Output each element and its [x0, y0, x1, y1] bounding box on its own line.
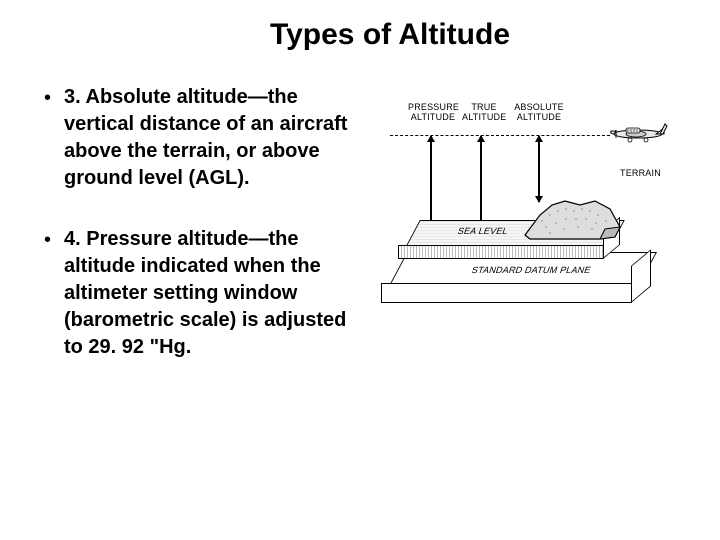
bullet-item: • 3. Absolute altitude—the vertical dist… — [44, 84, 370, 192]
bullet-text: 3. Absolute altitude—the vertical distan… — [64, 84, 370, 192]
bullet-item: • 4. Pressure altitude—the altitude indi… — [44, 226, 370, 361]
label-true-altitude: TRUE ALTITUDE — [462, 102, 506, 122]
bullet-dot-icon: • — [44, 226, 64, 361]
label-pressure-altitude: PRESSURE ALTITUDE — [408, 102, 458, 122]
label-terrain: TERRAIN — [620, 168, 661, 178]
terrain-wedge — [520, 187, 620, 237]
content-row: • 3. Absolute altitude—the vertical dist… — [40, 84, 680, 395]
altitude-diagram: PRESSURE ALTITUDE TRUE ALTITUDE ABSOLUTE… — [380, 102, 680, 322]
airplane-icon — [608, 116, 668, 151]
label-sea-level: SEA LEVEL — [456, 226, 509, 236]
bullet-text: 4. Pressure altitude—the altitude indica… — [64, 226, 370, 361]
slide-title: Types of Altitude — [100, 18, 680, 52]
slide: Types of Altitude • 3. Absolute altitude… — [0, 0, 720, 540]
bullet-dot-icon: • — [44, 84, 64, 192]
label-absolute-altitude: ABSOLUTE ALTITUDE — [512, 102, 566, 122]
figure-column: PRESSURE ALTITUDE TRUE ALTITUDE ABSOLUTE… — [370, 84, 680, 322]
flight-level-line — [390, 135, 610, 136]
text-column: • 3. Absolute altitude—the vertical dist… — [40, 84, 370, 395]
label-datum-plane: STANDARD DATUM PLANE — [470, 265, 592, 275]
